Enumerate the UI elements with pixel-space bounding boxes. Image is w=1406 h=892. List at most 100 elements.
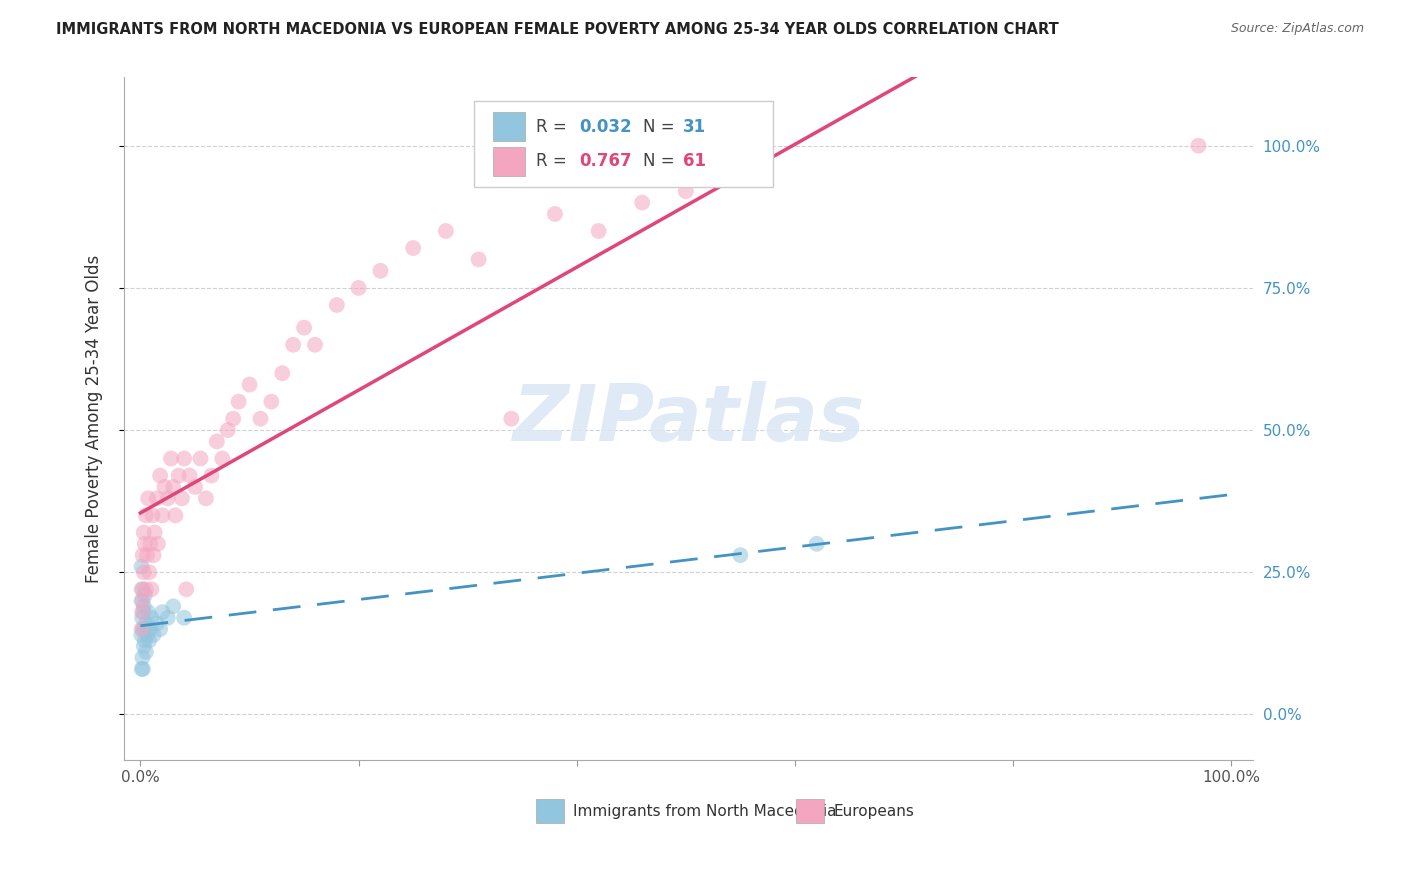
- Point: [173, 451, 195, 466]
- Point: [217, 423, 239, 437]
- Point: [205, 434, 228, 449]
- Point: [142, 548, 165, 562]
- Point: [143, 525, 166, 540]
- Point: [131, 593, 153, 607]
- Point: [141, 611, 163, 625]
- Point: [675, 184, 697, 198]
- Point: [146, 616, 169, 631]
- Point: [167, 468, 190, 483]
- Text: R =: R =: [536, 153, 572, 170]
- Point: [304, 337, 326, 351]
- Point: [271, 366, 294, 380]
- Point: [150, 605, 173, 619]
- Point: [136, 548, 159, 562]
- Point: [136, 605, 159, 619]
- Point: [184, 480, 207, 494]
- Point: [132, 599, 155, 614]
- Point: [179, 468, 201, 483]
- Point: [162, 480, 184, 494]
- Point: [135, 582, 157, 597]
- Point: [222, 411, 245, 425]
- Point: [134, 622, 156, 636]
- Text: IMMIGRANTS FROM NORTH MACEDONIA VS EUROPEAN FEMALE POVERTY AMONG 25-34 YEAR OLDS: IMMIGRANTS FROM NORTH MACEDONIA VS EUROP…: [56, 22, 1059, 37]
- Point: [730, 167, 752, 181]
- Point: [176, 582, 198, 597]
- Point: [292, 320, 315, 334]
- Point: [131, 582, 153, 597]
- Point: [588, 224, 610, 238]
- Point: [132, 525, 155, 540]
- Point: [1187, 138, 1209, 153]
- Point: [131, 611, 153, 625]
- Point: [131, 593, 153, 607]
- Point: [131, 622, 153, 636]
- Point: [132, 605, 155, 619]
- Point: [228, 394, 250, 409]
- Text: Immigrants from North Macedonia: Immigrants from North Macedonia: [574, 804, 837, 819]
- Point: [370, 264, 392, 278]
- Point: [160, 451, 183, 466]
- Text: Source: ZipAtlas.com: Source: ZipAtlas.com: [1230, 22, 1364, 36]
- Point: [467, 252, 489, 267]
- Point: [153, 480, 176, 494]
- FancyBboxPatch shape: [494, 112, 524, 141]
- Text: 31: 31: [683, 118, 706, 136]
- Point: [402, 241, 425, 255]
- Point: [131, 605, 153, 619]
- Point: [165, 508, 187, 523]
- FancyBboxPatch shape: [536, 799, 564, 823]
- Point: [131, 548, 153, 562]
- Point: [156, 491, 179, 506]
- Point: [141, 582, 163, 597]
- Point: [190, 451, 212, 466]
- Point: [135, 645, 157, 659]
- Point: [131, 628, 153, 642]
- Point: [150, 508, 173, 523]
- Y-axis label: Female Poverty Among 25-34 Year Olds: Female Poverty Among 25-34 Year Olds: [86, 254, 103, 582]
- Point: [162, 599, 184, 614]
- Point: [173, 611, 195, 625]
- Point: [806, 537, 828, 551]
- Point: [142, 628, 165, 642]
- Text: 0.767: 0.767: [579, 153, 631, 170]
- Point: [730, 548, 752, 562]
- FancyBboxPatch shape: [474, 102, 773, 186]
- Point: [194, 491, 217, 506]
- Point: [260, 394, 283, 409]
- Point: [134, 537, 156, 551]
- Text: 0.032: 0.032: [579, 118, 631, 136]
- Point: [149, 622, 172, 636]
- Point: [132, 639, 155, 653]
- Point: [131, 582, 153, 597]
- Point: [326, 298, 349, 312]
- Point: [136, 628, 159, 642]
- Text: 61: 61: [683, 153, 706, 170]
- Point: [238, 377, 260, 392]
- Point: [139, 622, 162, 636]
- Point: [131, 622, 153, 636]
- Point: [149, 468, 172, 483]
- Point: [631, 195, 654, 210]
- Point: [211, 451, 233, 466]
- Point: [170, 491, 193, 506]
- Text: N =: N =: [644, 118, 681, 136]
- Point: [283, 337, 305, 351]
- Point: [434, 224, 457, 238]
- Point: [146, 537, 169, 551]
- Point: [132, 566, 155, 580]
- Text: Europeans: Europeans: [832, 804, 914, 819]
- Point: [249, 411, 271, 425]
- Point: [347, 281, 370, 295]
- Point: [200, 468, 222, 483]
- Point: [156, 611, 179, 625]
- Point: [136, 491, 159, 506]
- FancyBboxPatch shape: [796, 799, 824, 823]
- Point: [134, 588, 156, 602]
- Point: [132, 662, 155, 676]
- Point: [141, 508, 163, 523]
- FancyBboxPatch shape: [494, 147, 524, 176]
- Point: [138, 566, 160, 580]
- Point: [131, 662, 153, 676]
- Text: N =: N =: [644, 153, 681, 170]
- Point: [131, 559, 153, 574]
